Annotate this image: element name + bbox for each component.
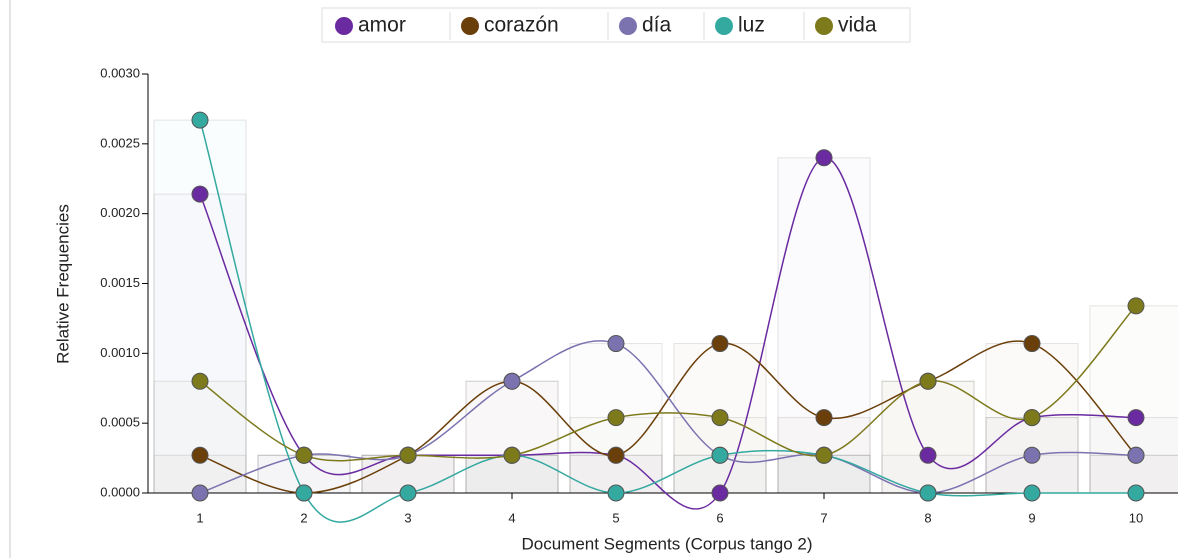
y-tick-label: 0.0000 [100,484,140,499]
series-line [199,157,1137,510]
legend-label: corazón [484,14,559,37]
legend-swatch [335,17,353,35]
legend-label: día [642,14,672,37]
legend-swatch [715,17,733,35]
point [1023,484,1041,502]
point [399,484,417,502]
point [711,484,729,502]
x-tick-label: 6 [716,510,723,525]
point [1023,409,1041,427]
point [191,111,209,129]
x-tick-label: 2 [300,510,307,525]
x-tick-label: 5 [612,510,619,525]
point [191,372,209,390]
point [399,446,417,464]
bars [153,119,1178,494]
series-line [199,340,1137,494]
point [711,409,729,427]
point [191,484,209,502]
point [919,446,937,464]
x-tick-label: 1 [196,510,203,525]
legend-box [321,7,911,43]
point [815,409,833,427]
x-tick-label: 9 [1028,510,1035,525]
point [919,484,937,502]
bar [153,380,247,494]
bar [881,380,975,494]
x-tick-label: 10 [1129,510,1143,525]
y-axis-label: Relative Frequencies [53,204,72,364]
point [815,446,833,464]
y-tick-label: 0.0010 [100,345,140,360]
y-tick-label: 0.0025 [100,135,140,150]
x-tick-label: 7 [820,510,827,525]
point [191,185,209,203]
series-line [199,340,1137,494]
y-tick-label: 0.0020 [100,205,140,220]
x-tick-label: 3 [404,510,411,525]
point [1127,484,1145,502]
point [191,446,209,464]
point [607,446,625,464]
point [711,446,729,464]
legend-swatch [815,17,833,35]
legend-label: vida [838,14,877,37]
x-tick-label: 8 [924,510,931,525]
point [607,335,625,353]
bar [1089,305,1178,494]
legend-swatch [619,17,637,35]
y-tick-label: 0.0015 [100,275,140,290]
point [815,149,833,167]
legend-label: amor [358,14,406,37]
x-tick-label: 4 [508,510,515,525]
point [919,372,937,390]
point [607,484,625,502]
point [607,409,625,427]
point [295,446,313,464]
point [1127,409,1145,427]
point [1023,335,1041,353]
point [711,335,729,353]
y-tick-label: 0.0030 [100,65,140,80]
point [295,484,313,502]
point [503,372,521,390]
point [503,446,521,464]
legend-swatch [461,17,479,35]
point [1127,446,1145,464]
series-line [199,305,1137,462]
y-tick-label: 0.0005 [100,415,140,430]
legend-label: luz [738,14,765,37]
point [1127,297,1145,315]
point [1023,446,1041,464]
x-axis-label: Document Segments (Corpus tango 2) [521,534,812,553]
